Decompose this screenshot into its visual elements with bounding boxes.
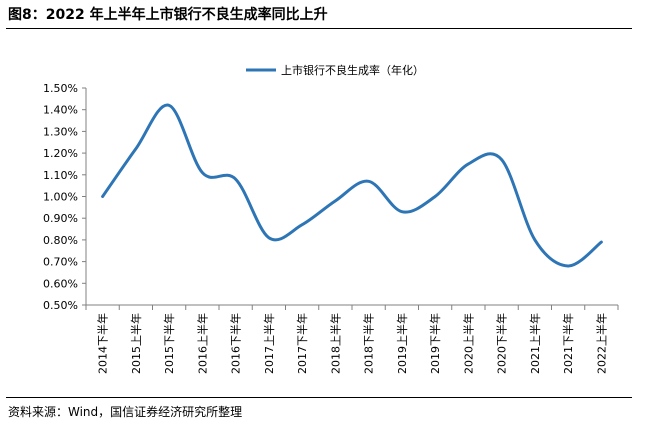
x-tick-label: 2015上半年 [129, 313, 143, 374]
y-tick-label: 1.30% [43, 125, 78, 138]
x-tick-label: 2021下半年 [561, 313, 575, 374]
source-rule [6, 397, 632, 398]
legend-label: 上市银行不良生成率（年化） [281, 63, 424, 77]
series-layer [101, 103, 603, 268]
x-tick-label: 2015下半年 [162, 313, 176, 374]
x-tick-label: 2016上半年 [195, 313, 209, 374]
x-tick-label: 2017上半年 [262, 313, 276, 374]
y-tick-label: 1.20% [43, 147, 78, 160]
page-title: 图8：2022 年上半年上市银行不良生成率同比上升 [8, 7, 328, 23]
source-note: 资料来源：Wind，国信证券经济研究所整理 [8, 405, 243, 419]
y-axis: 0.50% 0.60% 0.70% 0.80% 0.90% 1.00% 1.10% 1.20%… [43, 82, 87, 312]
y-tick-label: 0.70% [43, 256, 78, 269]
x-tick-label: 2016下半年 [229, 313, 243, 374]
y-tick-label: 1.40% [43, 104, 78, 117]
y-tick-label: 1.10% [43, 169, 78, 182]
y-tick-label: 0.80% [43, 234, 78, 247]
x-tick-label: 2019上半年 [395, 313, 409, 374]
series-line [101, 103, 603, 268]
x-tick-label: 2017下半年 [295, 313, 309, 374]
x-tick-label: 2019下半年 [428, 313, 442, 374]
y-tick-label: 0.90% [43, 212, 78, 225]
x-tick-label: 2020下半年 [495, 313, 509, 374]
chart-legend: 上市银行不良生成率（年化） [246, 63, 424, 77]
line-chart: 上市银行不良生成率（年化） 0.50% 0.60% 0.70% 0.80% 0.90% 1… [43, 63, 619, 374]
x-tick-label: 2018上半年 [328, 313, 342, 374]
x-axis: 2014下半年 2015上半年 2015下半年 2016上半年 2016下半年 2017上… [85, 304, 619, 374]
x-tick-label: 2022上半年 [594, 313, 608, 374]
x-tick-label: 2014下半年 [96, 313, 110, 374]
y-tick-label: 1.50% [43, 82, 78, 95]
y-tick-label: 1.00% [43, 191, 78, 204]
y-tick-label: 0.60% [43, 277, 78, 290]
x-tick-label: 2020上半年 [461, 313, 475, 374]
x-tick-label: 2021上半年 [528, 313, 542, 374]
x-tick-label: 2018下半年 [362, 313, 376, 374]
title-rule [6, 28, 632, 29]
y-tick-label: 0.50% [43, 299, 78, 312]
